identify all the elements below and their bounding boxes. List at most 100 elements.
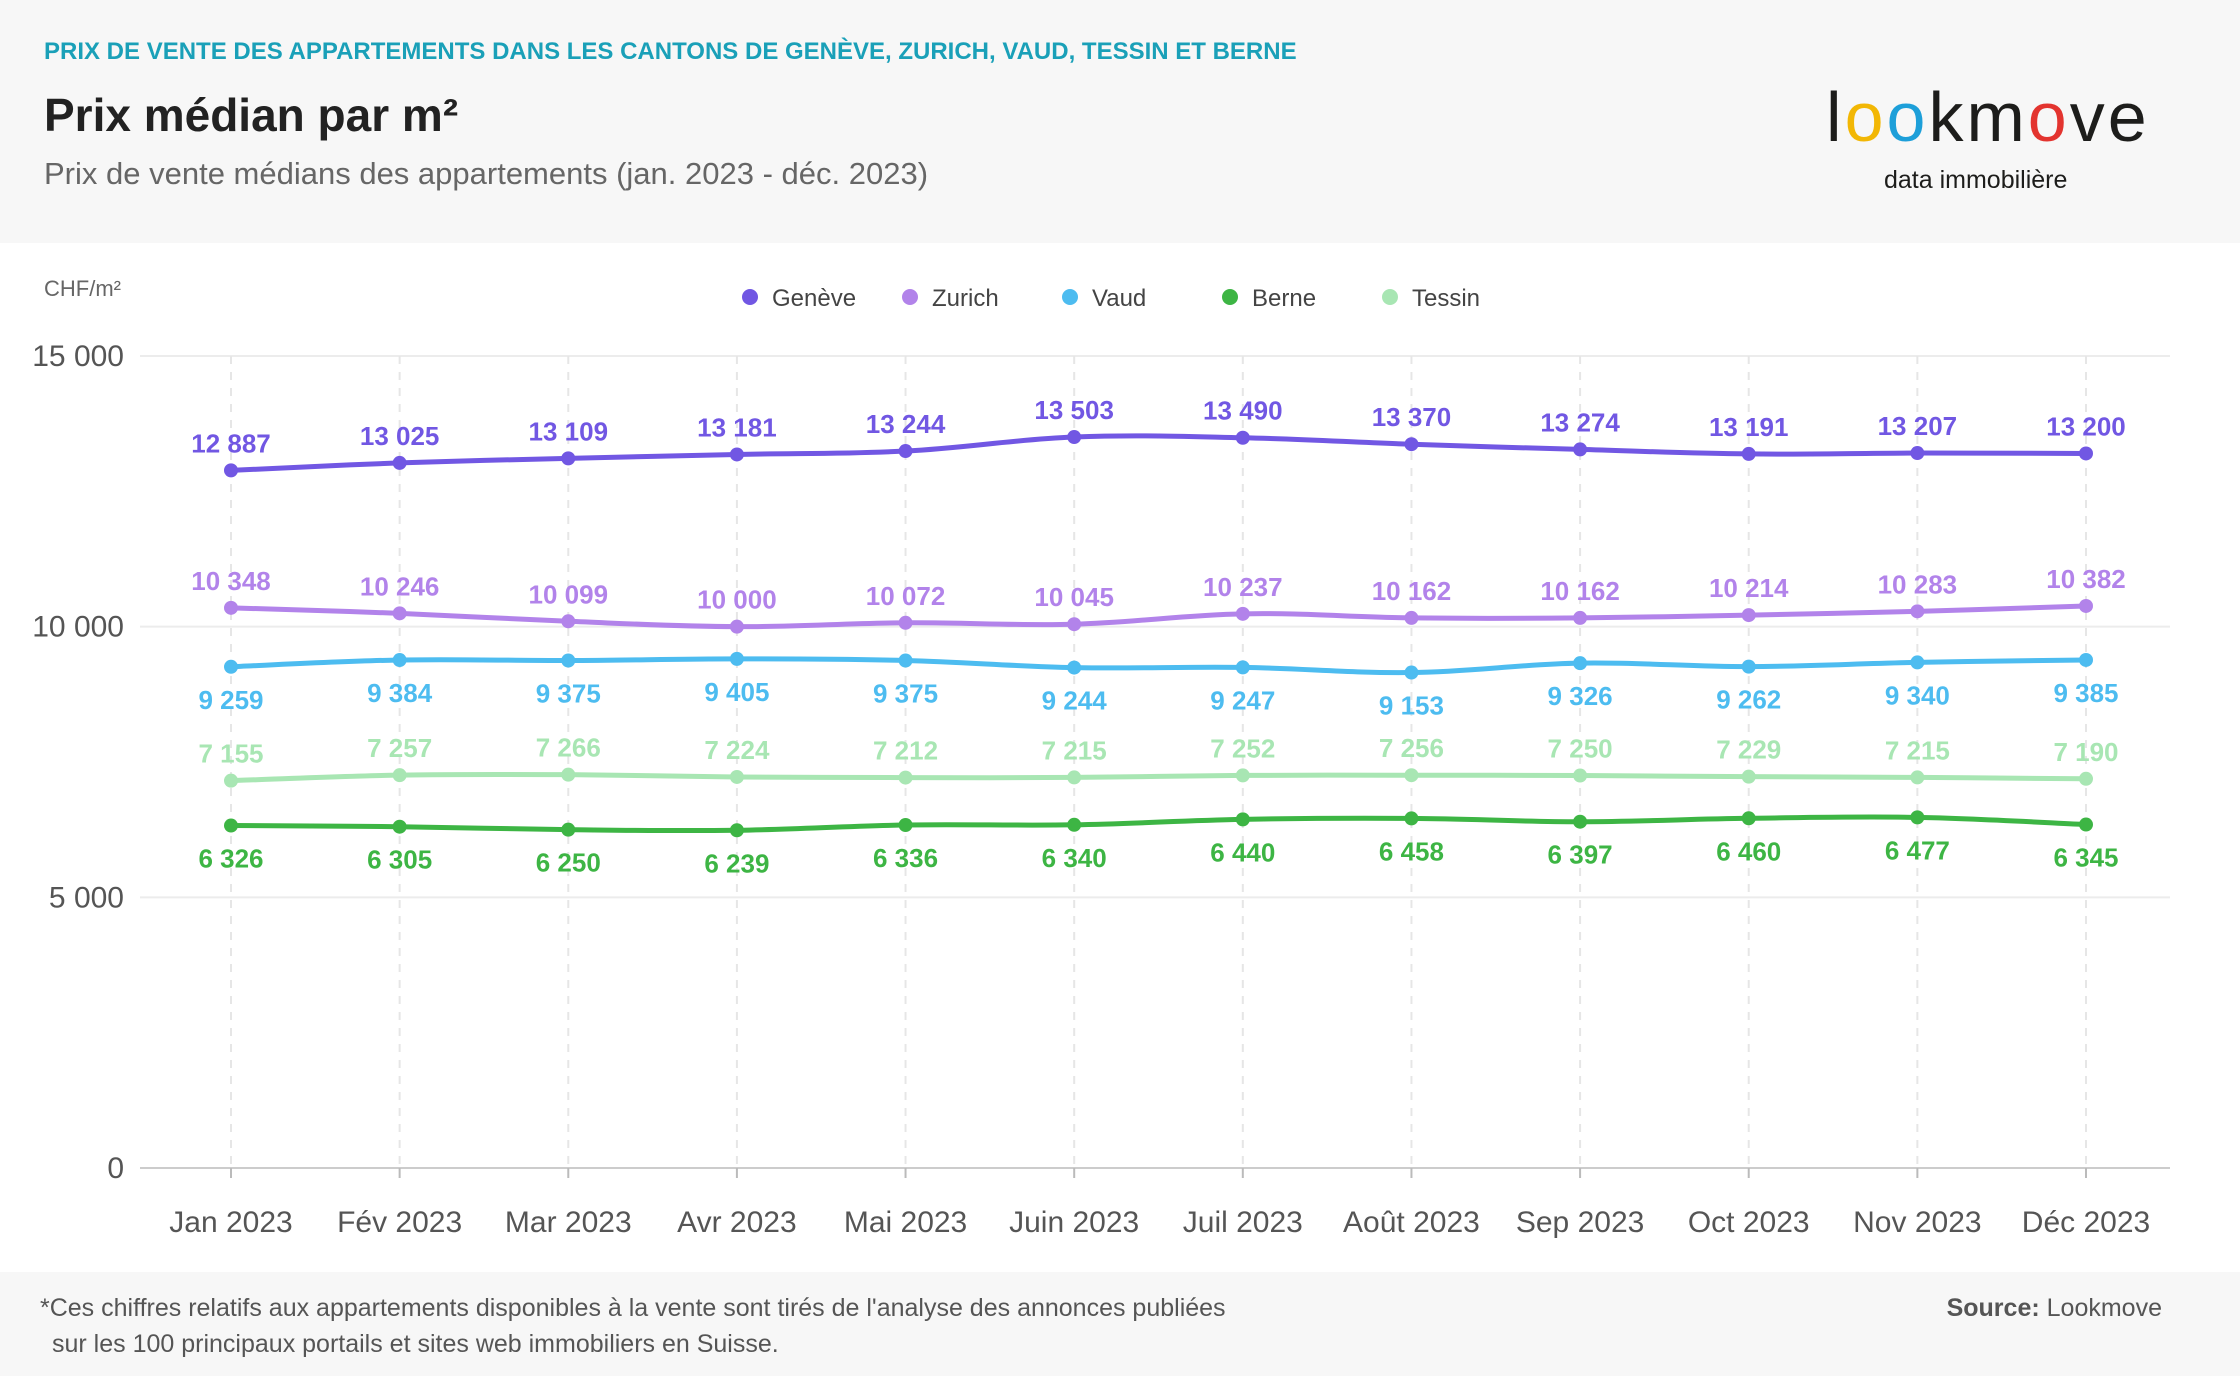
source-label: Source:: [1946, 1294, 2040, 1322]
data-point: [1067, 660, 1082, 675]
data-label: 9 259: [198, 685, 263, 715]
data-point: [729, 447, 744, 462]
data-point: [1910, 655, 1925, 670]
footer-band: [0, 1272, 2240, 1376]
data-point: [392, 455, 407, 470]
data-label: 9 244: [1042, 686, 1108, 716]
data-point: [1235, 768, 1250, 783]
chart-series: [224, 430, 2093, 838]
series-line-zurich: [228, 603, 2089, 630]
data-label: 7 266: [536, 733, 601, 763]
x-tick-label: Juil 2023: [1183, 1206, 1303, 1239]
data-label: 7 250: [1548, 734, 1613, 764]
data-label: 10 246: [360, 571, 440, 601]
data-point: [224, 659, 238, 674]
data-point: [1404, 437, 1419, 452]
x-tick-label: Août 2023: [1343, 1206, 1480, 1239]
data-point: [224, 773, 238, 788]
legend-item-genève: Genève: [742, 285, 856, 312]
data-point: [224, 600, 238, 615]
data-label: 9 247: [1210, 685, 1275, 715]
data-point: [1404, 768, 1419, 783]
data-label: 7 190: [2053, 737, 2118, 767]
source-credit: Source: Lookmove: [1947, 1294, 2162, 1323]
legend-label: Berne: [1252, 285, 1316, 312]
data-label: 7 212: [873, 736, 938, 766]
legend-label: Tessin: [1412, 285, 1480, 312]
data-point: [1235, 812, 1250, 827]
data-point: [1910, 446, 1925, 461]
data-label: 7 256: [1379, 733, 1444, 763]
legend-item-vaud: Vaud: [1062, 285, 1146, 312]
data-label: 13 181: [697, 412, 777, 442]
data-point: [898, 444, 913, 459]
logo-letter: l: [1826, 78, 1845, 156]
data-point: [898, 653, 913, 668]
x-tick-label: Déc 2023: [2022, 1206, 2150, 1239]
chart-vertical-gridlines: [230, 356, 2087, 1168]
data-point: [1404, 811, 1419, 826]
data-point: [1741, 608, 1756, 623]
data-point: [729, 651, 744, 666]
series-line-berne: [228, 814, 2089, 834]
data-point: [561, 451, 576, 466]
data-label: 6 458: [1379, 836, 1444, 866]
legend-marker: [1222, 289, 1238, 305]
data-label: 13 244: [866, 409, 946, 439]
data-label: 13 207: [1878, 411, 1958, 441]
data-label: 7 215: [1885, 735, 1950, 765]
legend-label: Genève: [772, 285, 856, 312]
x-tick-label: Jan 2023: [169, 1206, 292, 1239]
data-label: 7 224: [704, 735, 770, 765]
data-label: 10 099: [529, 579, 609, 609]
logo-letter: o: [1886, 78, 1929, 156]
data-label: 9 153: [1379, 691, 1444, 721]
data-point: [898, 818, 913, 833]
x-tick-label: Avr 2023: [677, 1206, 797, 1239]
data-label: 7 257: [367, 733, 432, 763]
data-label: 10 283: [1878, 569, 1958, 599]
data-label: 6 345: [2053, 843, 2118, 873]
legend-marker: [1382, 289, 1398, 305]
series-line-genève: [228, 433, 2089, 473]
header-band: [0, 0, 2240, 243]
data-label: 13 025: [360, 421, 440, 451]
data-point: [561, 767, 576, 782]
source-value: Lookmove: [2046, 1294, 2162, 1322]
data-point: [1741, 659, 1756, 674]
y-tick-label: 15 000: [32, 340, 124, 373]
x-tick-label: Sep 2023: [1516, 1206, 1644, 1239]
y-tick-label: 5 000: [49, 881, 124, 914]
data-point: [1067, 430, 1082, 445]
data-point: [1404, 665, 1419, 680]
data-label: 9 385: [2053, 678, 2118, 708]
data-label: 10 045: [1034, 582, 1114, 612]
data-point: [1235, 660, 1250, 675]
data-point: [392, 819, 407, 834]
logo-letter: o: [1844, 78, 1887, 156]
data-label: 13 200: [2046, 411, 2126, 441]
data-label: 9 384: [367, 678, 433, 708]
series-line-tessin: [228, 771, 2089, 784]
data-label: 10 214: [1709, 573, 1789, 603]
data-label: 10 162: [1372, 576, 1452, 606]
data-label: 13 274: [1540, 407, 1620, 437]
data-point: [392, 606, 407, 621]
data-label: 6 460: [1716, 836, 1781, 866]
logo-letter: o: [2027, 78, 2070, 156]
logo-letter: m: [1966, 78, 2028, 156]
x-tick-label: Juin 2023: [1009, 1206, 1139, 1239]
chart-grid: [140, 355, 2170, 1169]
data-point: [898, 615, 913, 630]
logo-tagline: data immobilière: [1884, 166, 2068, 194]
data-point: [729, 823, 744, 838]
series-line-vaud: [228, 656, 2089, 676]
data-point: [1910, 770, 1925, 785]
logo-letter: k: [1928, 78, 1967, 156]
x-tick-label: Nov 2023: [1853, 1206, 1981, 1239]
data-label: 10 348: [191, 566, 271, 596]
data-point: [2079, 446, 2093, 461]
legend-marker: [902, 289, 918, 305]
data-point: [729, 769, 744, 784]
logo-letter: e: [2107, 78, 2150, 156]
